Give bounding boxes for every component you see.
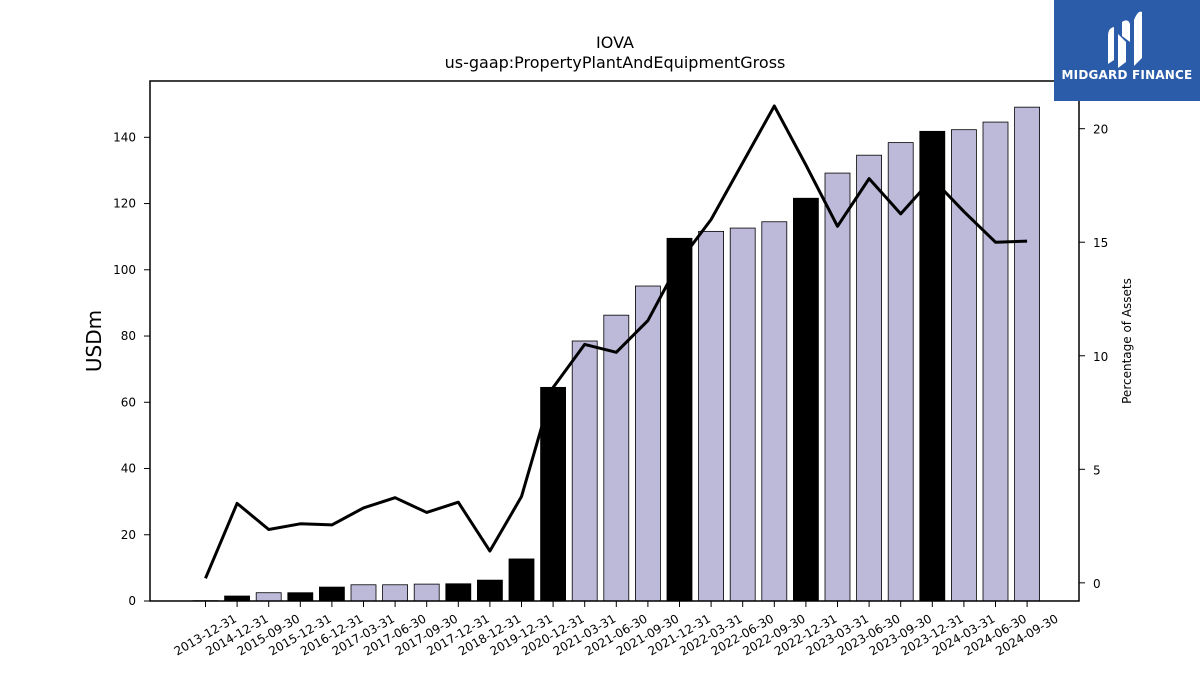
left-tick-label-140: 140 [113, 130, 136, 144]
bar-2024-09-30 [1014, 106, 1040, 602]
left-tick-label-120: 120 [113, 197, 136, 211]
bar-2021-03-31 [571, 340, 598, 602]
bar-2021-12-31 [666, 237, 693, 602]
bar-2022-09-30 [761, 221, 788, 602]
midgard-finance-logo: MIDGARD FINANCE [1054, 0, 1200, 101]
bar-2021-06-30 [603, 314, 630, 602]
line-series [204, 104, 1028, 579]
bar-2023-09-30 [887, 142, 914, 602]
bar-2024-06-30 [982, 121, 1009, 602]
left-tick-label-20: 20 [121, 528, 136, 542]
bar-2024-03-31 [951, 129, 977, 602]
bar-2022-03-31 [698, 230, 724, 602]
right-tick-label-20: 20 [1093, 123, 1108, 137]
right-tick-label-0: 0 [1093, 577, 1101, 591]
chart-title: IOVA [596, 33, 634, 52]
left-tick-label-80: 80 [121, 329, 136, 343]
bar-2020-12-31 [540, 386, 566, 602]
logo-mark-icon [1108, 11, 1142, 68]
percentage-line [204, 104, 1028, 579]
bar-2023-06-30 [856, 154, 882, 602]
right-tick-label-15: 15 [1093, 236, 1108, 250]
y-axis-label-left: USDm [82, 310, 106, 372]
x-axis: 2013-12-312014-12-312015-09-302015-12-31… [172, 601, 1061, 658]
left-tick-label-100: 100 [113, 263, 136, 277]
bar-2017-12-31 [445, 583, 472, 602]
bar-2023-12-31 [919, 130, 946, 602]
plot-frame [149, 80, 1080, 602]
bar-2021-09-30 [635, 285, 661, 602]
bar-2017-09-30 [413, 583, 440, 602]
bar-2022-06-30 [729, 227, 756, 602]
left-tick-label-0: 0 [128, 594, 136, 608]
bar-2015-12-31 [287, 592, 314, 602]
y-axis-label-right: Percentage of Assets [1120, 278, 1134, 404]
right-y-axis: 0 5 10 15 20 [1079, 123, 1108, 591]
bar-2015-09-30 [255, 592, 282, 602]
bar-2016-12-31 [318, 586, 345, 602]
bar-2022-12-31 [793, 197, 819, 602]
left-tick-label-40: 40 [121, 462, 136, 476]
bar-2019-12-31 [508, 558, 535, 602]
bar-2018-12-31 [476, 579, 503, 602]
right-tick-label-10: 10 [1093, 350, 1108, 364]
bar-2017-06-30 [382, 584, 409, 602]
logo-text: MIDGARD FINANCE [1061, 68, 1193, 82]
left-tick-label-60: 60 [121, 395, 136, 409]
bar-2017-03-31 [350, 584, 377, 602]
bar-2023-03-31 [824, 172, 851, 602]
right-tick-label-5: 5 [1093, 463, 1101, 477]
chart-subtitle: us-gaap:PropertyPlantAndEquipmentGross [445, 53, 786, 72]
bar-series [192, 106, 1040, 602]
left-y-axis: 0 20 40 60 80 100 120 140 [113, 130, 150, 608]
